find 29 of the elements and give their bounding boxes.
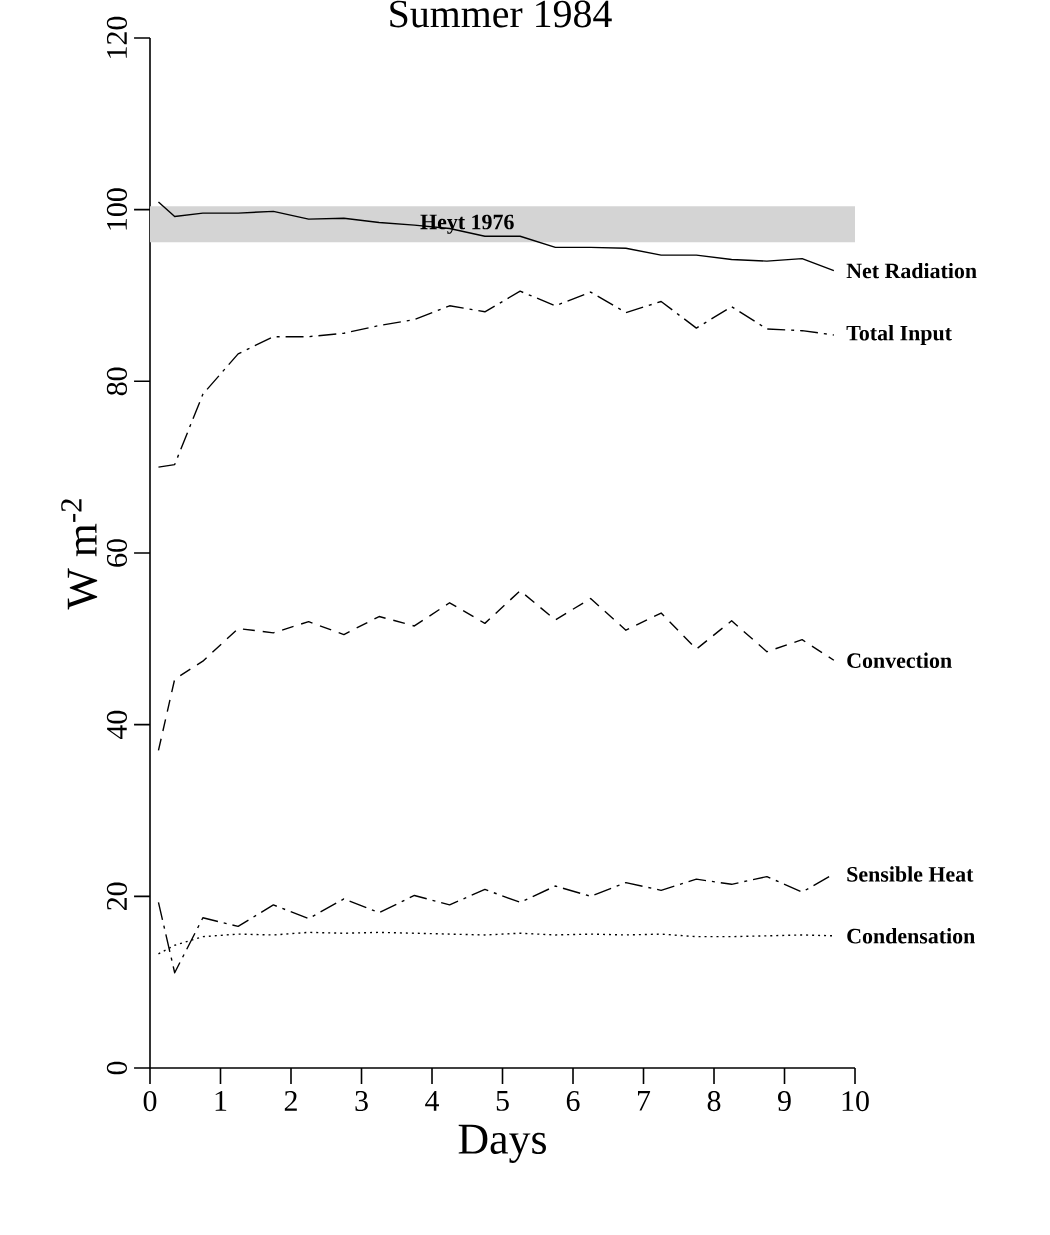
y-tick-label: 20 (106, 882, 128, 910)
line-series (157, 201, 835, 272)
x-tick-label: 4 (425, 1091, 439, 1111)
x-tick-label: 3 (355, 1090, 368, 1112)
series-label: Net Radiation (846, 262, 977, 279)
line-series (157, 290, 835, 468)
y-tick-label: 100 (106, 188, 128, 230)
series-label: Total Input (846, 325, 952, 345)
y-tick-label: 60 (106, 539, 128, 567)
x-tick-label: 5 (496, 1090, 509, 1111)
series-label: Convection (847, 652, 952, 668)
series-label: Condensation (847, 928, 975, 944)
chart-title: Summer 1984 (390, 0, 612, 28)
x-tick-label: 10 (842, 1090, 869, 1112)
x-axis-title: Days (458, 1124, 546, 1163)
y-tick-label: 0 (106, 1061, 128, 1075)
line-series (157, 590, 835, 752)
x-tick-label: 2 (284, 1090, 297, 1111)
y-tick-label: 80 (106, 367, 128, 396)
y-tick-label: 40 (106, 710, 128, 740)
x-tick-label: 9 (778, 1090, 791, 1112)
x-tick-label: 7 (638, 1090, 651, 1111)
x-tick-label: 6 (566, 1090, 580, 1112)
y-tick-label: 120 (106, 16, 128, 58)
series-label: Sensible Heat (847, 866, 974, 882)
x-tick-label: 8 (707, 1090, 721, 1112)
y-axis-title: W m$^{-2}$ (61, 499, 98, 610)
x-tick-label: 0 (143, 1090, 157, 1112)
x-tick-label: 1 (215, 1090, 227, 1111)
